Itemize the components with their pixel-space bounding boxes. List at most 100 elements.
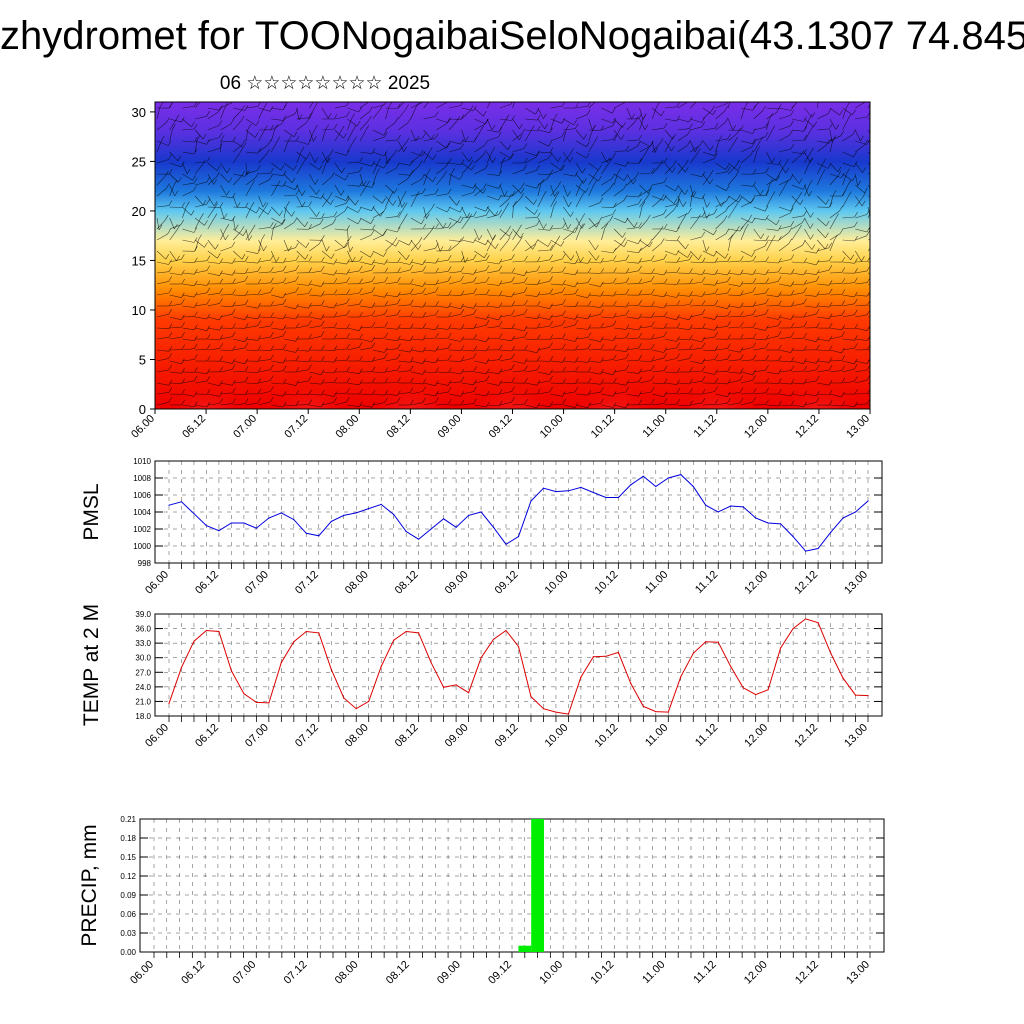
- wind-barb: [664, 371, 677, 374]
- wind-barb: [791, 215, 804, 219]
- wind-barb: [283, 140, 289, 153]
- wind-barb: [512, 327, 525, 332]
- wind-barb-flag: [877, 155, 880, 160]
- wind-barb-flag: [638, 134, 642, 141]
- x-tick-label: 10.12: [593, 722, 621, 750]
- wind-barb-flag: [491, 146, 496, 153]
- wind-barb-flag: [643, 113, 647, 119]
- wind-barb-flag: [549, 225, 554, 231]
- wind-barb-flag: [676, 388, 681, 394]
- pmsl-point: [642, 475, 644, 477]
- wind-barb-flag: [524, 277, 528, 283]
- wind-barb-flag: [486, 401, 490, 408]
- wind-barb: [525, 244, 536, 252]
- wind-barb-flag: [473, 211, 477, 217]
- wind-barb: [512, 241, 520, 252]
- wind-barb: [512, 187, 522, 197]
- wind-barb-flag: [540, 179, 545, 185]
- wind-barb: [791, 382, 804, 385]
- wind-barb: [791, 393, 804, 397]
- wind-barb-flag: [739, 302, 744, 308]
- wind-barb-flag: [676, 257, 681, 263]
- wind-barb: [271, 316, 284, 320]
- temp-point: [305, 630, 307, 633]
- wind-barb: [639, 360, 652, 362]
- wind-barb-flag: [600, 322, 604, 329]
- wind-barb: [778, 212, 791, 219]
- wind-barb: [550, 184, 555, 197]
- wind-barb: [613, 217, 626, 224]
- wind-barb-flag: [765, 214, 769, 221]
- wind-barb-flag: [431, 203, 435, 210]
- wind-barb-flag: [384, 321, 389, 328]
- wind-barb: [766, 294, 779, 297]
- wind-barb-flag: [282, 330, 287, 337]
- wind-barb: [309, 270, 322, 274]
- wind-barb: [195, 115, 207, 120]
- wind-barb-flag: [447, 324, 452, 330]
- wind-barb-flag: [321, 379, 325, 385]
- wind-barb-flag: [604, 223, 608, 229]
- wind-barb: [182, 348, 195, 351]
- wind-barb-flag: [282, 115, 287, 121]
- wind-barb-flag: [447, 302, 452, 308]
- wind-barb-flag: [676, 367, 681, 374]
- wind-barb-flag: [282, 257, 287, 264]
- wind-barb: [499, 281, 512, 285]
- y-axis-label: PRECIP, mm: [78, 824, 101, 946]
- wind-barb: [817, 283, 830, 286]
- wind-barb: [525, 294, 538, 297]
- wind-barb: [842, 134, 853, 142]
- wind-barb-flag: [778, 300, 782, 306]
- temp-point: [243, 693, 245, 695]
- wind-barb-flag: [625, 332, 630, 338]
- wind-barb: [487, 382, 499, 386]
- wind-barb: [258, 108, 265, 120]
- wind-barb-flag: [611, 173, 615, 180]
- wind-barb: [220, 261, 233, 264]
- wind-barb-flag: [206, 265, 211, 271]
- pmsl-point: [480, 511, 482, 513]
- wind-barb: [855, 393, 868, 395]
- wind-barb: [740, 250, 752, 257]
- wind-barb: [537, 107, 544, 119]
- wind-barb: [715, 138, 728, 142]
- wind-barb: [817, 140, 830, 144]
- wind-barb: [550, 304, 563, 307]
- wind-barb-flag: [866, 139, 870, 145]
- x-tick-label: 08.12: [393, 569, 421, 597]
- grid-lines: [155, 613, 882, 717]
- wind-barb-flag: [447, 386, 452, 393]
- pmsl-point: [205, 525, 207, 527]
- wind-barb-flag: [861, 200, 866, 207]
- wind-barb-flag: [600, 291, 604, 297]
- wind-barb: [639, 206, 643, 219]
- wind-barb-flag: [822, 158, 827, 164]
- wind-barb: [537, 404, 550, 407]
- wind-barb: [804, 184, 810, 197]
- wind-barb-flag: [687, 252, 691, 258]
- wind-barb: [677, 164, 686, 175]
- wind-barb-flag: [432, 154, 437, 160]
- wind-barb: [588, 349, 601, 351]
- wind-barb-flag: [346, 396, 350, 403]
- wind-barb-flag: [519, 123, 523, 129]
- wind-barb-flag: [267, 139, 272, 145]
- wind-barb: [563, 232, 573, 241]
- wind-barb-flag: [511, 115, 515, 121]
- wind-barb-flag: [689, 334, 693, 341]
- cross-section-plot: [155, 102, 880, 409]
- wind-barb-flag: [740, 290, 744, 296]
- temp-point: [705, 641, 707, 643]
- wind-barb-flag: [346, 102, 350, 106]
- wind-barb: [448, 271, 461, 274]
- wind-barb: [855, 197, 863, 208]
- precip-bar: [518, 945, 532, 952]
- x-tick-label: 11.00: [640, 413, 667, 440]
- wind-barb-flag: [561, 319, 566, 326]
- wind-barb-flag: [651, 333, 655, 340]
- wind-barb-flag: [359, 333, 363, 340]
- wind-barb: [156, 281, 169, 285]
- wind-barb: [512, 272, 525, 276]
- wind-barb: [461, 206, 468, 218]
